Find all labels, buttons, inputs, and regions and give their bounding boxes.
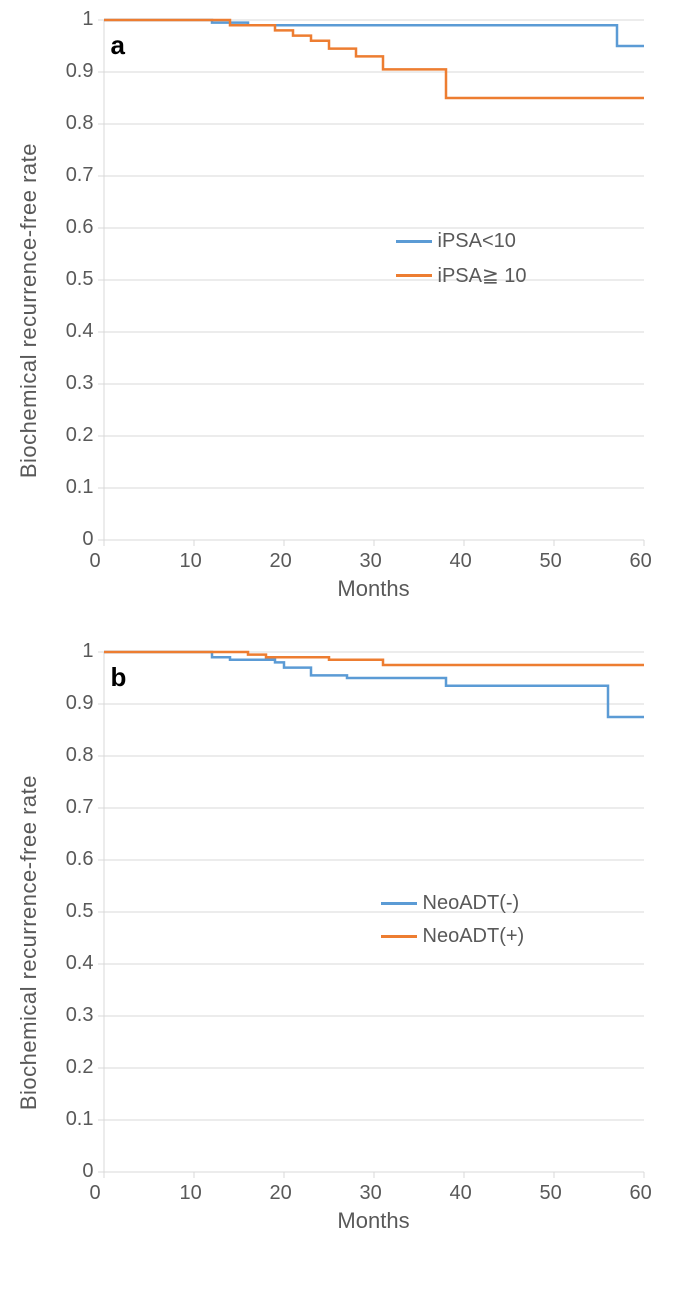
series-line xyxy=(104,20,644,98)
legend: NeoADT(-) NeoADT(+) xyxy=(381,892,525,958)
y-tick-label: 0.6 xyxy=(66,216,94,239)
x-tick-label: 50 xyxy=(540,550,562,573)
legend-item: iPSA<10 xyxy=(396,230,527,253)
series-line xyxy=(104,20,644,46)
y-tick-label: 0.4 xyxy=(66,320,94,343)
x-axis-label: Months xyxy=(104,576,644,602)
panel-label: b xyxy=(111,662,127,693)
x-tick-label: 10 xyxy=(180,550,202,573)
y-tick-label: 0.7 xyxy=(66,796,94,819)
legend-swatch xyxy=(381,902,417,905)
chart-wrap: Biochemical recurrence-free rate00.10.20… xyxy=(16,652,670,1234)
y-tick-label: 0.3 xyxy=(66,372,94,395)
y-tick-label: 0.6 xyxy=(66,848,94,871)
legend-item: iPSA≧ 10 xyxy=(396,263,527,288)
y-tick-label: 0.5 xyxy=(66,268,94,291)
y-axis-label: Biochemical recurrence-free rate xyxy=(16,143,42,478)
x-tick-label: 60 xyxy=(630,550,652,573)
legend-label: iPSA≧ 10 xyxy=(438,263,527,288)
y-axis-label: Biochemical recurrence-free rate xyxy=(16,775,42,1110)
y-tick-label: 0.8 xyxy=(66,744,94,767)
legend-swatch xyxy=(396,240,432,243)
y-tick-label: 0.1 xyxy=(66,476,94,499)
y-tick-label: 0.2 xyxy=(66,424,94,447)
x-tick-label: 30 xyxy=(360,1182,382,1205)
chart-wrap: Biochemical recurrence-free rate00.10.20… xyxy=(16,20,670,602)
x-tick-label: 20 xyxy=(270,1182,292,1205)
y-tick-label: 0.1 xyxy=(66,1108,94,1131)
y-tick-label: 0 xyxy=(82,528,93,551)
chart-svg xyxy=(104,20,644,540)
legend-item: NeoADT(+) xyxy=(381,925,525,948)
y-tick-label: 0.4 xyxy=(66,952,94,975)
chart-panel-a: Biochemical recurrence-free rate00.10.20… xyxy=(16,10,670,612)
plot-area: 00.10.20.30.40.50.60.70.80.9101020304050… xyxy=(104,20,644,540)
x-tick-label: 40 xyxy=(450,550,472,573)
y-tick-label: 1 xyxy=(82,640,93,663)
y-tick-label: 0.9 xyxy=(66,60,94,83)
x-tick-label: 50 xyxy=(540,1182,562,1205)
chart-panel-b: Biochemical recurrence-free rate00.10.20… xyxy=(16,642,670,1244)
x-tick-label: 10 xyxy=(180,1182,202,1205)
y-tick-label: 0.9 xyxy=(66,692,94,715)
panel-label: a xyxy=(111,30,125,61)
x-tick-label: 20 xyxy=(270,550,292,573)
y-tick-label: 0.7 xyxy=(66,164,94,187)
legend-label: iPSA<10 xyxy=(438,230,516,253)
y-tick-label: 0.8 xyxy=(66,112,94,135)
chart-body: 00.10.20.30.40.50.60.70.80.9101020304050… xyxy=(50,652,644,1234)
figure: Biochemical recurrence-free rate00.10.20… xyxy=(0,0,685,1284)
legend-swatch xyxy=(381,935,417,938)
x-tick-label: 60 xyxy=(630,1182,652,1205)
chart-svg xyxy=(104,652,644,1172)
y-tick-label: 1 xyxy=(82,8,93,31)
legend-label: NeoADT(+) xyxy=(423,925,525,948)
legend-item: NeoADT(-) xyxy=(381,892,525,915)
y-tick-label: 0.2 xyxy=(66,1056,94,1079)
x-tick-label: 30 xyxy=(360,550,382,573)
y-tick-label: 0.5 xyxy=(66,900,94,923)
legend-swatch xyxy=(396,274,432,277)
x-tick-label: 40 xyxy=(450,1182,472,1205)
y-tick-label: 0 xyxy=(82,1160,93,1183)
x-tick-label: 0 xyxy=(90,1182,101,1205)
chart-body: 00.10.20.30.40.50.60.70.80.9101020304050… xyxy=(50,20,644,602)
x-tick-label: 0 xyxy=(90,550,101,573)
x-axis-label: Months xyxy=(104,1208,644,1234)
y-tick-label: 0.3 xyxy=(66,1004,94,1027)
series-line xyxy=(104,652,644,665)
series-line xyxy=(104,652,644,717)
legend: iPSA<10 iPSA≧ 10 xyxy=(396,230,527,298)
legend-label: NeoADT(-) xyxy=(423,892,520,915)
plot-area: 00.10.20.30.40.50.60.70.80.9101020304050… xyxy=(104,652,644,1172)
